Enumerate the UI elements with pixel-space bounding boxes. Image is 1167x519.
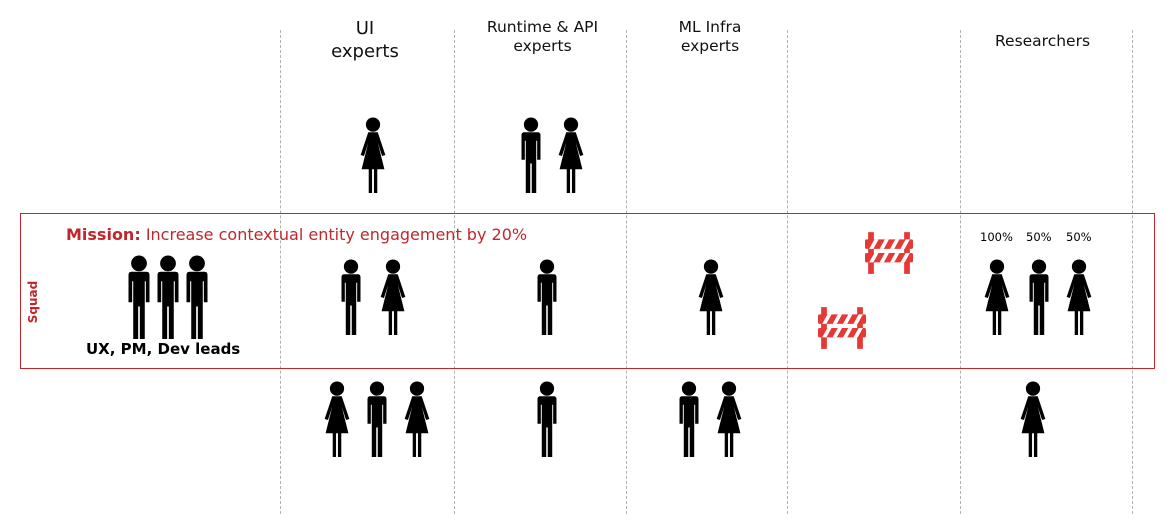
person-male-icon	[367, 381, 387, 457]
column-divider	[454, 30, 455, 514]
person-female-icon	[558, 117, 584, 193]
person-male-icon	[341, 259, 361, 335]
person-female-icon	[1066, 259, 1092, 335]
person-male-icon	[521, 117, 541, 193]
allocation-label: 50%	[1066, 230, 1092, 244]
mission-prefix: Mission:	[66, 225, 141, 244]
roadblock-barrier-icon	[818, 307, 866, 349]
person-female-icon	[324, 381, 350, 457]
person-female-icon	[984, 259, 1010, 335]
person-male-icon	[537, 381, 557, 457]
leads-label: UX, PM, Dev leads	[86, 340, 241, 358]
person-female-icon	[404, 381, 430, 457]
roadblock-barrier-icon	[865, 232, 913, 274]
person-female-icon	[716, 381, 742, 457]
column-divider	[960, 30, 961, 514]
allocation-label: 50%	[1026, 230, 1052, 244]
column-divider	[280, 30, 281, 514]
column-divider	[626, 30, 627, 514]
column-divider	[1132, 30, 1133, 514]
column-header-researchers: Researchers	[994, 32, 1091, 50]
person-male-icon	[679, 381, 699, 457]
squad-label: Squad	[26, 280, 40, 324]
mission-statement: Mission: Increase contextual entity enga…	[66, 225, 527, 244]
person-male-icon	[157, 255, 179, 339]
person-female-icon	[1020, 381, 1046, 457]
person-female-icon	[698, 259, 724, 335]
person-male-icon	[128, 255, 150, 339]
mission-text: Increase contextual entity engagement by…	[145, 225, 528, 244]
person-male-icon	[1029, 259, 1049, 335]
person-female-icon	[380, 259, 406, 335]
column-header-ml-infra-experts: ML Infra experts	[678, 18, 742, 56]
person-female-icon	[360, 117, 386, 193]
allocation-label: 100%	[980, 230, 1013, 244]
column-header-runtime-api-experts: Runtime & API experts	[486, 18, 599, 56]
column-header-ui-experts: UI experts	[331, 18, 399, 62]
person-male-icon	[186, 255, 208, 339]
person-male-icon	[537, 259, 557, 335]
column-divider	[787, 30, 788, 514]
squad-box	[20, 213, 1155, 369]
